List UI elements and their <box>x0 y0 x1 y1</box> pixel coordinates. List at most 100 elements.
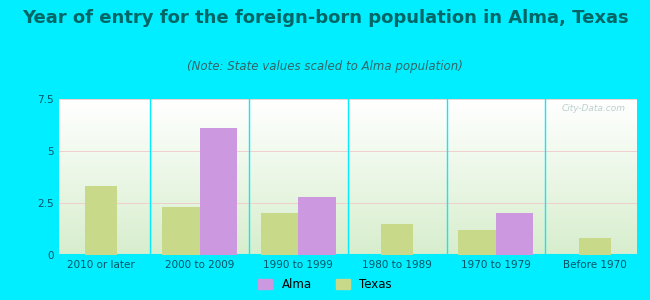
Bar <box>58 239 637 241</box>
Bar <box>58 230 637 232</box>
Bar <box>58 140 637 141</box>
Bar <box>58 238 637 239</box>
Bar <box>58 127 637 129</box>
Bar <box>58 211 637 213</box>
Text: (Note: State values scaled to Alma population): (Note: State values scaled to Alma popul… <box>187 60 463 73</box>
Bar <box>58 108 637 110</box>
Bar <box>58 129 637 130</box>
Bar <box>58 185 637 186</box>
Bar <box>58 110 637 112</box>
Bar <box>58 227 637 229</box>
Bar <box>58 224 637 225</box>
Bar <box>58 146 637 147</box>
Bar <box>58 132 637 133</box>
Bar <box>58 207 637 208</box>
Bar <box>84 186 117 255</box>
Bar <box>58 180 637 182</box>
Bar <box>58 216 637 218</box>
Legend: Alma, Texas: Alma, Texas <box>258 278 392 291</box>
Bar <box>58 158 637 160</box>
Bar <box>58 151 637 152</box>
Bar <box>58 225 637 227</box>
Bar <box>58 176 637 177</box>
Bar <box>58 196 637 197</box>
Bar <box>162 207 200 255</box>
Bar <box>58 246 637 247</box>
Bar <box>58 191 637 193</box>
Bar <box>58 244 637 246</box>
Bar <box>58 166 637 168</box>
Bar <box>58 178 637 180</box>
Bar <box>58 112 637 113</box>
Bar <box>58 169 637 171</box>
Bar <box>58 193 637 194</box>
Bar <box>58 130 637 132</box>
Bar <box>58 222 637 224</box>
Bar <box>58 200 637 202</box>
Bar <box>58 182 637 183</box>
Bar <box>58 252 637 254</box>
Bar <box>496 213 534 255</box>
Bar <box>58 213 637 214</box>
Bar <box>58 161 637 163</box>
Bar <box>58 194 637 196</box>
Bar <box>58 115 637 116</box>
Bar <box>58 135 637 136</box>
Bar <box>58 125 637 127</box>
Bar <box>58 247 637 249</box>
Bar <box>58 157 637 158</box>
Bar <box>58 154 637 155</box>
Bar <box>58 188 637 190</box>
Bar <box>58 186 637 188</box>
Bar <box>200 128 237 255</box>
Bar <box>58 149 637 151</box>
Bar <box>58 155 637 157</box>
Bar <box>58 219 637 221</box>
Bar <box>58 119 637 121</box>
Bar <box>58 141 637 143</box>
Bar <box>58 208 637 210</box>
Bar <box>58 236 637 238</box>
Bar <box>58 229 637 230</box>
Bar <box>58 171 637 172</box>
Bar <box>58 214 637 216</box>
Bar <box>58 144 637 146</box>
Bar <box>381 224 413 255</box>
Bar <box>58 105 637 107</box>
Bar <box>58 124 637 125</box>
Bar <box>58 122 637 124</box>
Bar <box>58 183 637 185</box>
Bar <box>58 242 637 244</box>
Bar <box>58 104 637 105</box>
Bar <box>58 254 637 255</box>
Bar <box>58 249 637 250</box>
Bar <box>58 199 637 200</box>
Bar <box>58 218 637 219</box>
Bar <box>58 116 637 118</box>
Bar <box>58 164 637 166</box>
Text: City-Data.com: City-Data.com <box>562 104 625 113</box>
Bar <box>58 235 637 236</box>
Bar <box>58 121 637 122</box>
Bar <box>58 203 637 205</box>
Bar <box>58 190 637 191</box>
Bar <box>58 107 637 108</box>
Bar <box>58 250 637 252</box>
Bar <box>261 213 298 255</box>
Bar <box>298 197 336 255</box>
Bar <box>58 172 637 174</box>
Bar <box>58 113 637 115</box>
Bar <box>58 233 637 235</box>
Bar <box>58 143 637 144</box>
Bar <box>58 160 637 161</box>
Bar <box>58 197 637 199</box>
Bar <box>58 147 637 149</box>
Bar <box>58 232 637 233</box>
Bar <box>58 133 637 135</box>
Text: Year of entry for the foreign-born population in Alma, Texas: Year of entry for the foreign-born popul… <box>21 9 629 27</box>
Bar <box>58 100 637 102</box>
Bar <box>58 202 637 203</box>
Bar <box>58 118 637 119</box>
Bar <box>58 138 637 140</box>
Bar <box>58 168 637 169</box>
